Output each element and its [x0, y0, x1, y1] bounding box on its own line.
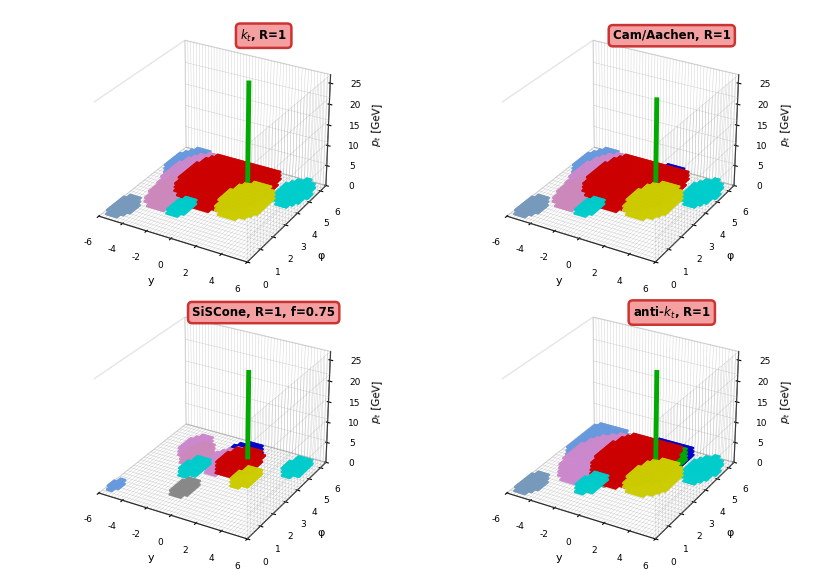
Text: $k_t$, R=1: $k_t$, R=1 [240, 28, 287, 44]
X-axis label: y: y [148, 553, 154, 563]
Text: Cam/Aachen, R=1: Cam/Aachen, R=1 [613, 29, 730, 42]
Y-axis label: φ: φ [318, 528, 325, 538]
Text: anti-$k_t$, R=1: anti-$k_t$, R=1 [632, 305, 710, 321]
X-axis label: y: y [556, 277, 563, 286]
X-axis label: y: y [556, 553, 563, 563]
Y-axis label: φ: φ [726, 251, 733, 261]
Y-axis label: φ: φ [726, 528, 733, 538]
X-axis label: y: y [148, 277, 154, 286]
Y-axis label: φ: φ [318, 251, 325, 261]
Text: SiSCone, R=1, f=0.75: SiSCone, R=1, f=0.75 [193, 306, 335, 319]
